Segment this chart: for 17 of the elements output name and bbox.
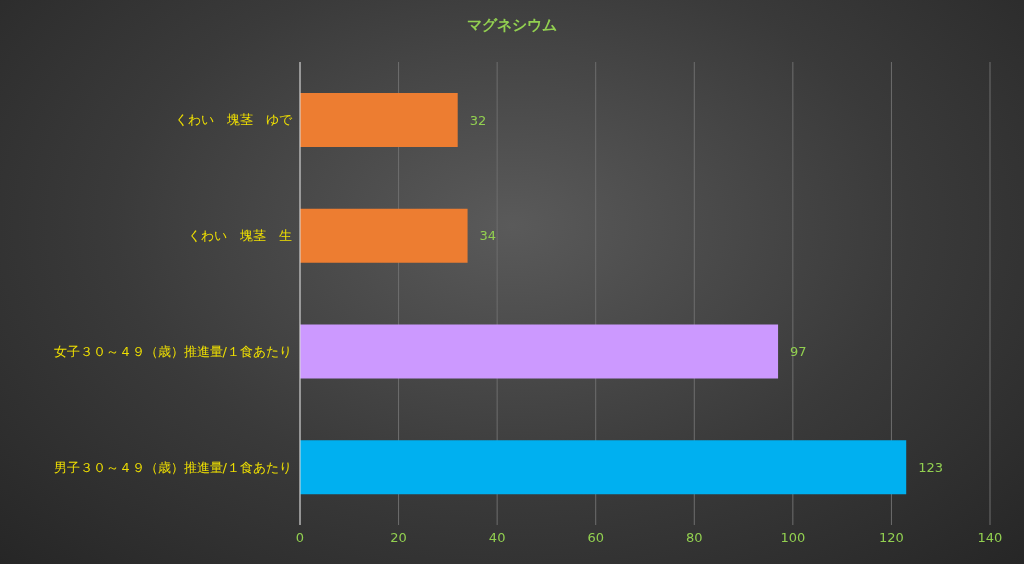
x-tick-label: 60 (587, 530, 604, 546)
y-tick-label: くわい 塊茎 ゆで (175, 112, 293, 128)
x-tick-label: 140 (977, 530, 1003, 546)
x-tick-label: 0 (295, 530, 305, 546)
x-tick-label: 80 (686, 530, 703, 546)
data-label: 97 (790, 344, 807, 360)
y-tick-label: 女子３０～４９（歳）推進量/１食あたり (53, 343, 292, 359)
y-tick-label: 男子３０～４９（歳）推進量/１食あたり (53, 459, 292, 475)
data-label: 34 (479, 228, 497, 244)
x-tick-label: 100 (780, 530, 806, 546)
x-tick-label: 40 (488, 530, 506, 546)
data-label: 123 (918, 459, 944, 475)
x-tick-label: 20 (390, 530, 407, 546)
chart-title: マグネシウム (466, 16, 558, 35)
x-tick-label: 120 (879, 530, 904, 546)
data-label: 32 (469, 112, 487, 128)
y-tick-label: くわい 塊茎 生 (188, 228, 292, 244)
